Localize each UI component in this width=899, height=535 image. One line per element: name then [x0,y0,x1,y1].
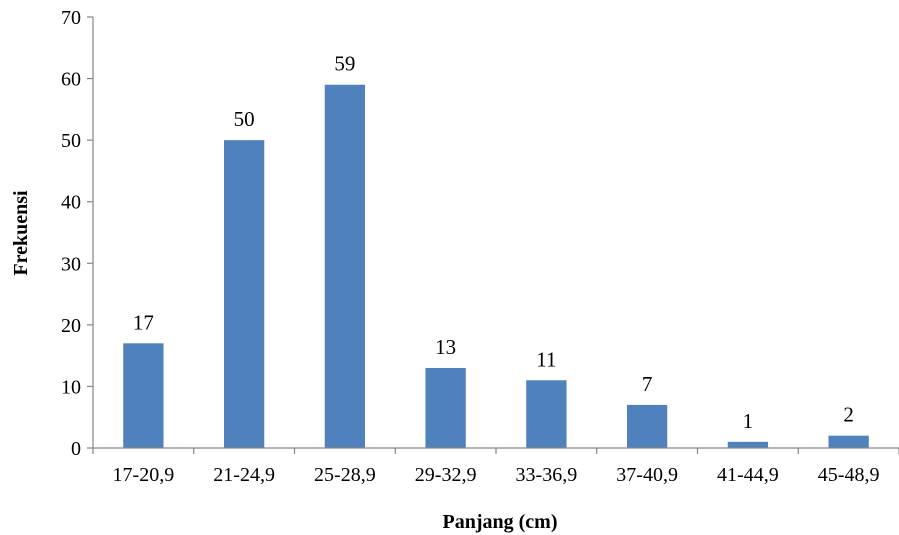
x-tick-label: 17-20,9 [113,464,175,486]
y-axis-title: Frekuensi [10,190,32,276]
bar-data-label: 2 [843,403,854,427]
bar-data-label: 1 [743,409,754,433]
y-tick-label: 40 [61,192,81,214]
bar [123,343,164,448]
x-tick-label: 25-28,9 [314,464,376,486]
bar [526,380,567,448]
bar-data-label: 50 [234,107,255,131]
x-axis-title: Panjang (cm) [443,511,558,533]
y-tick-label: 10 [61,376,81,398]
bar [324,84,366,448]
bar [727,441,769,448]
bar-data-label: 11 [536,347,556,371]
bar-data-label: 13 [435,335,456,359]
x-tick-label: 37-40,9 [616,464,678,486]
x-tick-label: 33-36,9 [516,464,578,486]
bar [626,404,668,448]
bar [828,435,869,448]
x-tick-label: 21-24,9 [213,464,275,486]
y-tick-label: 60 [61,69,81,91]
x-tick-label: 45-48,9 [818,464,880,486]
bar [425,367,466,448]
data-labels-group: 17 50 59 13 11 7 1 2 [133,52,854,433]
bar-data-label: 17 [133,310,154,334]
x-tick-label: 29-32,9 [415,464,477,486]
x-axis: 17-20,9 21-24,9 25-28,9 29-32,9 33-36,9 37-40… [92,447,899,486]
bar-data-label: 7 [642,372,653,396]
bar-data-label: 59 [334,52,355,76]
y-tick-label: 50 [61,130,81,152]
y-tick-label: 0 [71,438,81,460]
y-tick-label: 30 [61,253,81,275]
y-axis: 0 10 20 30 40 50 60 70 [61,7,94,460]
x-tick-label: 41-44,9 [717,464,779,486]
y-tick-label: 20 [61,315,81,337]
bars-group [123,84,869,448]
y-tick-label: 70 [61,7,81,29]
bar [223,140,265,448]
